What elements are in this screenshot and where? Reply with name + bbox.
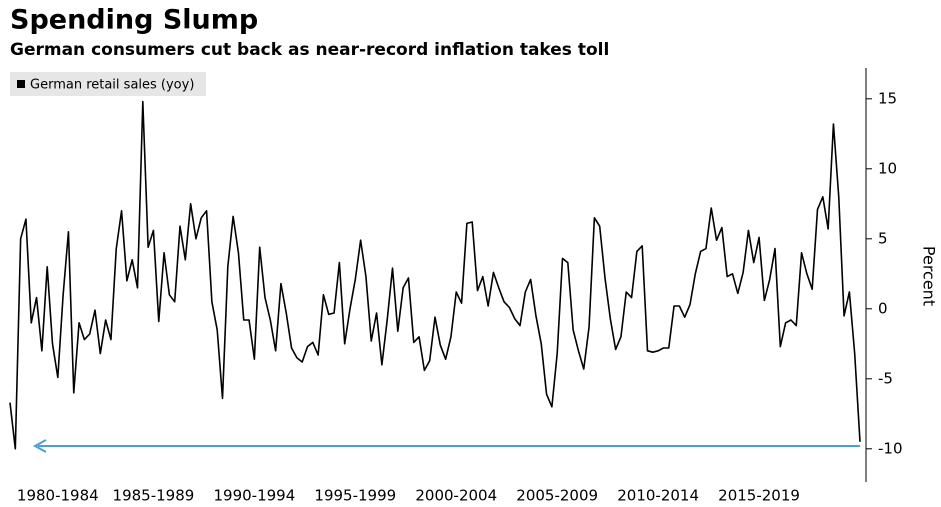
y-tick-label: -10 bbox=[878, 439, 903, 457]
data-line bbox=[9, 100, 861, 450]
x-tick-label: 2000-2004 bbox=[415, 487, 497, 505]
y-tick-label: 15 bbox=[878, 89, 897, 107]
x-tick-label: 2015-2019 bbox=[718, 487, 800, 505]
x-tick-label: 2010-2014 bbox=[617, 487, 699, 505]
x-tick-label: 1990-1994 bbox=[213, 487, 295, 505]
y-axis-label: Percent bbox=[920, 246, 939, 306]
legend-box bbox=[10, 72, 206, 96]
x-tick-label: 1985-1989 bbox=[113, 487, 195, 505]
x-tick-label: 1995-1999 bbox=[314, 487, 396, 505]
y-tick-label: 0 bbox=[878, 299, 888, 317]
chart-subtitle: German consumers cut back as near-record… bbox=[10, 40, 609, 60]
legend-label: German retail sales (yoy) bbox=[30, 78, 194, 93]
y-tick-label: 10 bbox=[878, 159, 897, 177]
y-tick-label: -5 bbox=[878, 369, 893, 387]
chart-title: Spending Slump bbox=[10, 5, 258, 36]
x-tick-label: 1980-1984 bbox=[17, 487, 99, 505]
x-tick-label: 2005-2009 bbox=[516, 487, 598, 505]
legend-swatch bbox=[17, 80, 25, 88]
arrow-head bbox=[32, 439, 47, 453]
y-tick-label: 5 bbox=[878, 229, 888, 247]
